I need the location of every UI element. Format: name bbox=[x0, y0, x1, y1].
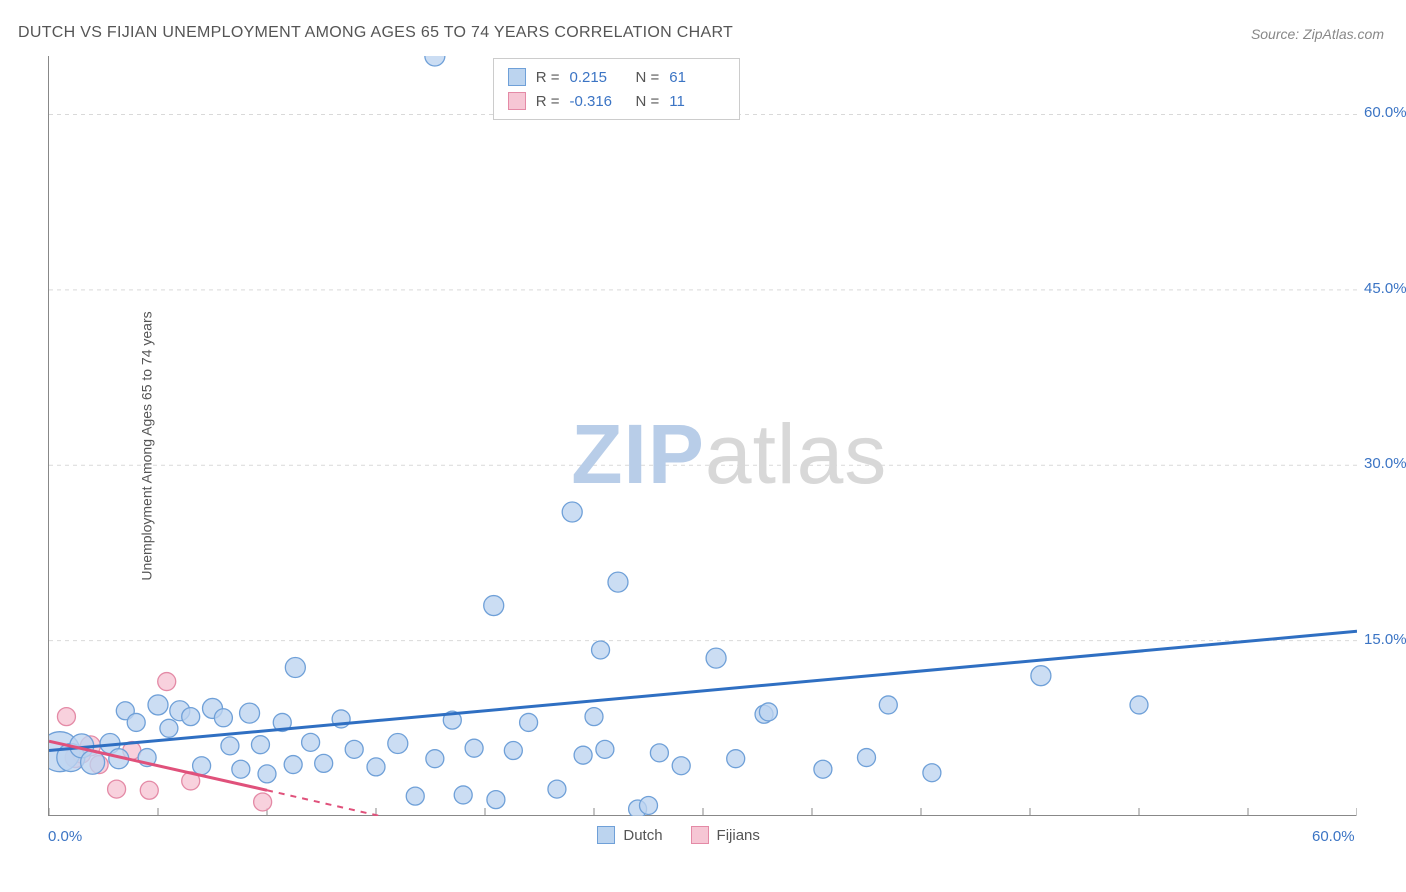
legend-r-label: R = bbox=[536, 69, 560, 86]
legend-n-label: N = bbox=[635, 69, 659, 86]
series-legend: Dutch Fijians bbox=[597, 826, 760, 844]
y-tick-label: 60.0% bbox=[1364, 104, 1406, 121]
x-axis-max-label: 60.0% bbox=[1312, 828, 1355, 845]
legend-stat-row: R = -0.316 N = 11 bbox=[508, 89, 726, 113]
legend-swatch bbox=[508, 68, 526, 86]
y-tick-label: 30.0% bbox=[1364, 455, 1406, 472]
legend-r-label: R = bbox=[536, 93, 560, 110]
legend-swatch bbox=[508, 92, 526, 110]
plot-area bbox=[48, 56, 1356, 816]
legend-swatch bbox=[597, 826, 615, 844]
y-tick-label: 45.0% bbox=[1364, 280, 1406, 297]
legend-r-value: 0.215 bbox=[569, 69, 625, 86]
legend-n-label: N = bbox=[635, 93, 659, 110]
y-tick-label: 15.0% bbox=[1364, 631, 1406, 648]
legend-r-value: -0.316 bbox=[569, 93, 625, 110]
legend-swatch bbox=[691, 826, 709, 844]
series-legend-item: Fijians bbox=[691, 826, 760, 844]
series-legend-item: Dutch bbox=[597, 826, 662, 844]
series-legend-label: Fijians bbox=[717, 827, 760, 844]
legend-n-value: 11 bbox=[669, 93, 725, 110]
series-legend-label: Dutch bbox=[623, 827, 662, 844]
legend-stat-row: R = 0.215 N = 61 bbox=[508, 65, 726, 89]
x-axis-min-label: 0.0% bbox=[48, 828, 82, 845]
legend-n-value: 61 bbox=[669, 69, 725, 86]
correlation-legend: R = 0.215 N = 61 R = -0.316 N = 11 bbox=[493, 58, 741, 120]
chart-title: DUTCH VS FIJIAN UNEMPLOYMENT AMONG AGES … bbox=[18, 24, 733, 42]
source-label: Source: ZipAtlas.com bbox=[1251, 26, 1384, 42]
